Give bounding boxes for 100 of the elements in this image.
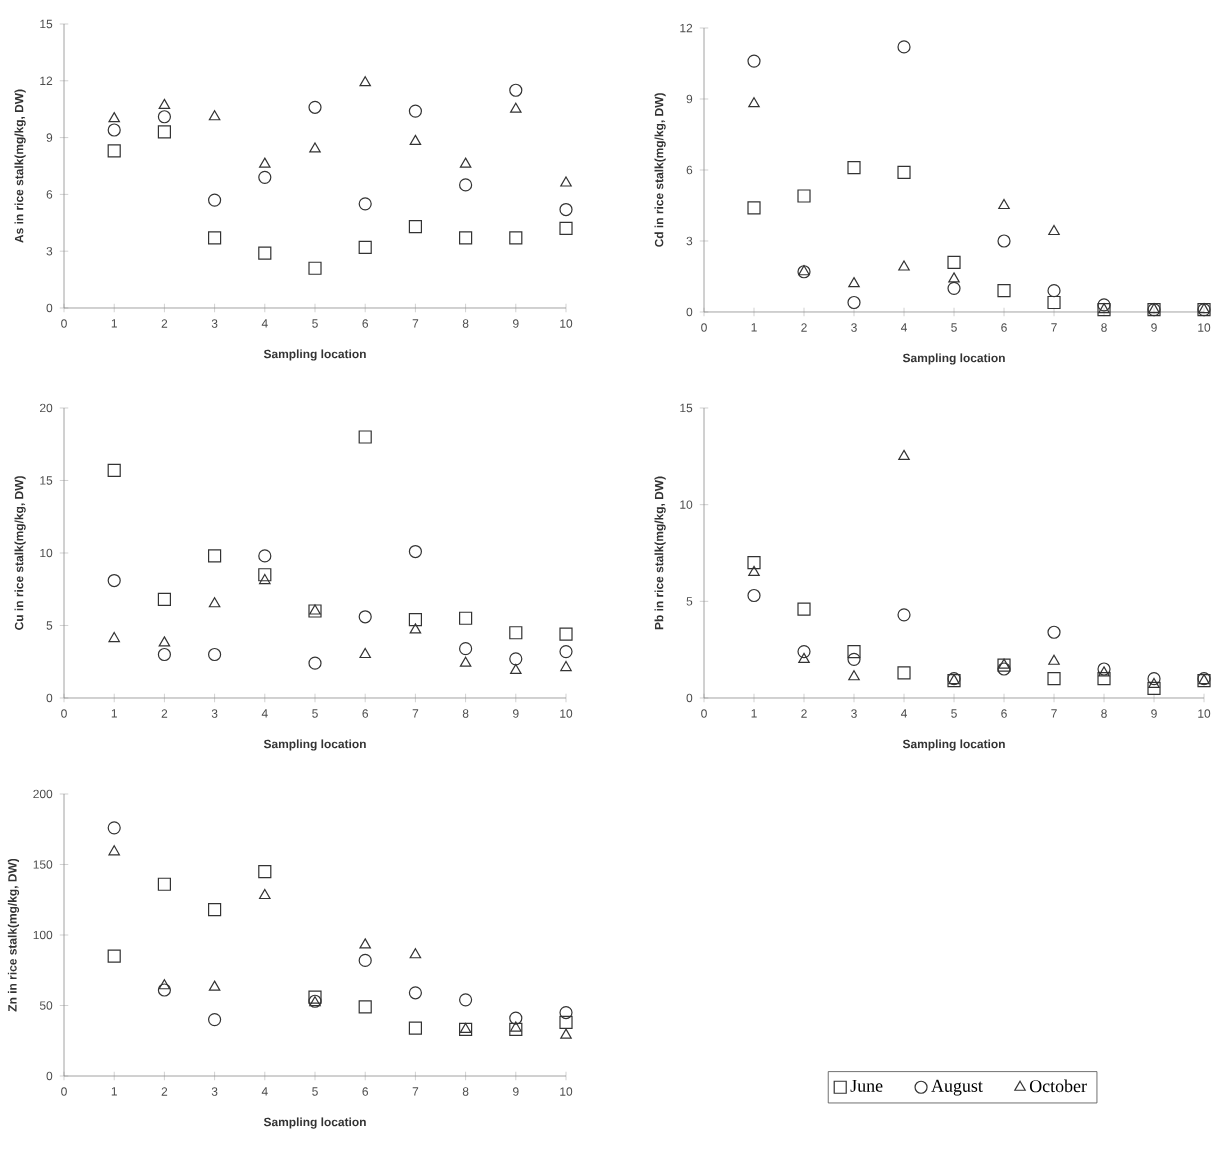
point xyxy=(408,613,423,627)
point xyxy=(1147,681,1161,695)
point xyxy=(258,568,272,582)
point xyxy=(208,647,222,662)
point xyxy=(559,202,573,217)
point xyxy=(409,948,422,959)
point xyxy=(358,197,372,211)
point xyxy=(509,231,523,245)
point xyxy=(359,76,371,87)
point xyxy=(509,1011,523,1025)
point xyxy=(747,556,761,570)
point xyxy=(358,240,372,254)
point xyxy=(359,647,371,659)
point xyxy=(208,597,221,608)
point xyxy=(897,165,911,179)
point xyxy=(107,123,121,137)
point xyxy=(459,656,472,667)
point xyxy=(158,979,171,990)
point xyxy=(847,644,861,659)
point xyxy=(208,1012,222,1027)
point xyxy=(748,565,760,576)
point xyxy=(1097,662,1111,676)
point xyxy=(898,449,910,460)
point xyxy=(897,666,911,680)
point xyxy=(560,176,572,187)
point xyxy=(847,652,861,666)
point xyxy=(848,670,860,681)
point xyxy=(798,652,810,663)
point xyxy=(747,588,761,603)
point xyxy=(510,102,522,113)
point xyxy=(510,663,522,675)
point xyxy=(559,221,573,236)
point xyxy=(108,631,120,643)
point xyxy=(510,1021,522,1032)
point xyxy=(1098,666,1110,677)
legend-label: October xyxy=(1029,1079,1087,1093)
legend-label: June xyxy=(850,1079,883,1092)
point xyxy=(948,272,960,283)
point xyxy=(208,193,222,207)
point xyxy=(408,544,423,559)
point xyxy=(409,623,422,634)
point xyxy=(259,573,271,585)
point xyxy=(848,276,860,288)
point xyxy=(459,611,473,625)
point xyxy=(1047,625,1061,639)
point xyxy=(797,602,811,616)
point xyxy=(847,295,861,310)
point xyxy=(459,642,473,656)
point xyxy=(358,430,372,444)
point xyxy=(308,990,322,1004)
point xyxy=(208,903,222,917)
point xyxy=(1047,672,1061,686)
point xyxy=(108,845,120,856)
point xyxy=(509,626,523,640)
point xyxy=(459,993,473,1007)
point xyxy=(897,608,911,622)
point xyxy=(107,949,121,963)
point xyxy=(947,281,961,295)
point xyxy=(1097,672,1111,686)
point xyxy=(509,83,523,97)
point xyxy=(459,231,473,245)
point xyxy=(898,260,910,271)
point xyxy=(1048,224,1060,236)
point xyxy=(559,1005,573,1020)
point xyxy=(157,983,171,997)
point xyxy=(258,170,272,184)
point xyxy=(748,97,760,108)
point xyxy=(258,246,272,260)
point xyxy=(158,98,171,109)
point xyxy=(847,161,861,175)
point xyxy=(560,1028,572,1039)
point xyxy=(358,953,372,967)
point xyxy=(408,219,423,234)
point xyxy=(1147,672,1161,686)
point xyxy=(308,261,322,275)
point xyxy=(1047,284,1061,298)
point xyxy=(208,231,222,245)
point xyxy=(158,636,171,647)
point xyxy=(747,201,761,215)
point xyxy=(1047,295,1061,310)
point xyxy=(459,178,473,192)
point xyxy=(258,864,272,879)
point xyxy=(997,234,1011,248)
point xyxy=(408,104,423,118)
point xyxy=(108,112,120,123)
point xyxy=(797,644,811,659)
point xyxy=(157,877,171,891)
point xyxy=(107,821,121,835)
point xyxy=(559,627,573,641)
point xyxy=(308,656,322,670)
point xyxy=(208,110,221,121)
point xyxy=(359,938,371,949)
point xyxy=(107,573,121,588)
point xyxy=(208,980,221,991)
point xyxy=(559,1015,573,1030)
point xyxy=(259,888,271,900)
point xyxy=(997,662,1011,676)
point xyxy=(258,549,272,563)
point xyxy=(157,125,172,139)
point xyxy=(358,1000,372,1014)
